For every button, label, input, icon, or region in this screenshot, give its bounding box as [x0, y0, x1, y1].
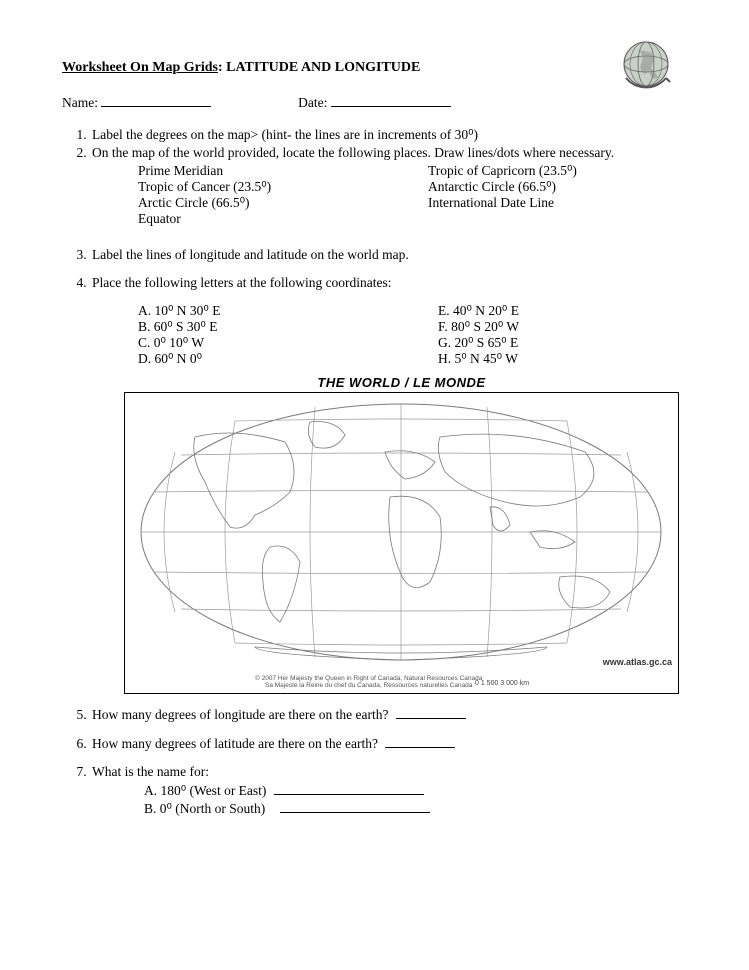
q7a: A. 180⁰ (West or East) — [144, 782, 689, 799]
coord-item: H. 5⁰ N 45⁰ W — [438, 351, 638, 367]
date-label: Date: — [298, 95, 327, 111]
q7a-blank[interactable] — [274, 782, 424, 795]
question-1: Label the degrees on the map> (hint- the… — [90, 127, 689, 143]
question-list: Label the degrees on the map> (hint- the… — [62, 127, 689, 227]
question-list-3: Place the following letters at the follo… — [62, 275, 689, 367]
q2-text: On the map of the world provided, locate… — [92, 145, 614, 160]
title-underlined: Worksheet On Map Grids — [62, 60, 218, 75]
name-label: Name: — [62, 95, 98, 111]
question-list-4: How many degrees of longitude are there … — [62, 706, 689, 723]
q4-text: Place the following letters at the follo… — [92, 275, 392, 290]
globe-icon — [620, 38, 674, 92]
q7b: B. 0⁰ (North or South) — [144, 800, 689, 817]
map-block: THE WORLD / LE MONDE — [124, 375, 679, 694]
coord-item: D. 60⁰ N 0⁰ — [138, 351, 438, 367]
q7b-blank[interactable] — [280, 800, 430, 813]
place-item: Arctic Circle (66.5⁰) — [138, 195, 428, 211]
question-4: Place the following letters at the follo… — [90, 275, 689, 367]
q5-blank[interactable] — [396, 706, 466, 719]
coord-item: F. 80⁰ S 20⁰ W — [438, 319, 638, 335]
worksheet-page: Worksheet On Map Grids: LATITUDE AND LON… — [0, 0, 749, 859]
q7-sublist: A. 180⁰ (West or East) B. 0⁰ (North or S… — [144, 782, 689, 817]
question-2: On the map of the world provided, locate… — [90, 145, 689, 227]
q7a-text: A. 180⁰ (West or East) — [144, 783, 266, 798]
q3-text: Label the lines of longitude and latitud… — [92, 247, 409, 262]
question-list-6: What is the name for: A. 180⁰ (West or E… — [62, 764, 689, 817]
title-rest: : LATITUDE AND LONGITUDE — [218, 60, 420, 75]
map-title: THE WORLD / LE MONDE — [124, 375, 679, 390]
q5-text: How many degrees of longitude are there … — [92, 707, 389, 722]
atlas-credit: www.atlas.gc.ca — [603, 657, 672, 667]
page-title: Worksheet On Map Grids: LATITUDE AND LON… — [62, 60, 689, 76]
question-3: Label the lines of longitude and latitud… — [90, 247, 689, 263]
q6-text: How many degrees of latitude are there o… — [92, 736, 378, 751]
place-item: International Date Line — [428, 195, 668, 211]
world-map: www.atlas.gc.ca © 2007 Her Majesty the Q… — [124, 392, 679, 694]
q7b-text: B. 0⁰ (North or South) — [144, 801, 265, 816]
q7-text: What is the name for: — [92, 764, 209, 779]
question-5: How many degrees of longitude are there … — [90, 706, 689, 723]
coord-list: A. 10⁰ N 30⁰ E E. 40⁰ N 20⁰ E B. 60⁰ S 3… — [92, 297, 689, 367]
question-list-2: Label the lines of longitude and latitud… — [62, 247, 689, 263]
map-copyright: © 2007 Her Majesty the Queen in Right of… — [255, 675, 482, 689]
q1-text: Label the degrees on the map> (hint- the… — [92, 127, 478, 142]
question-6: How many degrees of latitude are there o… — [90, 735, 689, 752]
place-item: Prime Meridian — [138, 163, 428, 179]
coord-item: B. 60⁰ S 30⁰ E — [138, 319, 438, 335]
coord-item: E. 40⁰ N 20⁰ E — [438, 303, 638, 319]
credit-line-1: © 2007 Her Majesty the Queen in Right of… — [255, 675, 482, 682]
coord-item: G. 20⁰ S 65⁰ E — [438, 335, 638, 351]
name-date-row: Name: Date: — [62, 94, 689, 111]
place-item: Tropic of Capricorn (23.5⁰) — [428, 163, 668, 179]
date-blank[interactable] — [331, 94, 451, 107]
coord-item: C. 0⁰ 10⁰ W — [138, 335, 438, 351]
question-list-5: How many degrees of latitude are there o… — [62, 735, 689, 752]
q6-blank[interactable] — [385, 735, 455, 748]
map-scale: 0 1 500 3 000 km — [475, 680, 529, 687]
coord-item: A. 10⁰ N 30⁰ E — [138, 303, 438, 319]
world-map-svg — [135, 397, 668, 667]
question-7: What is the name for: A. 180⁰ (West or E… — [90, 764, 689, 817]
name-blank[interactable] — [101, 94, 211, 107]
place-item: Antarctic Circle (66.5⁰) — [428, 179, 668, 195]
place-item: Equator — [138, 211, 428, 227]
place-item: Tropic of Cancer (23.5⁰) — [138, 179, 428, 195]
places-list: Prime Meridian Tropic of Capricorn (23.5… — [92, 163, 689, 227]
credit-line-2: Sa Majesté la Reine du chef du Canada, R… — [265, 682, 472, 689]
